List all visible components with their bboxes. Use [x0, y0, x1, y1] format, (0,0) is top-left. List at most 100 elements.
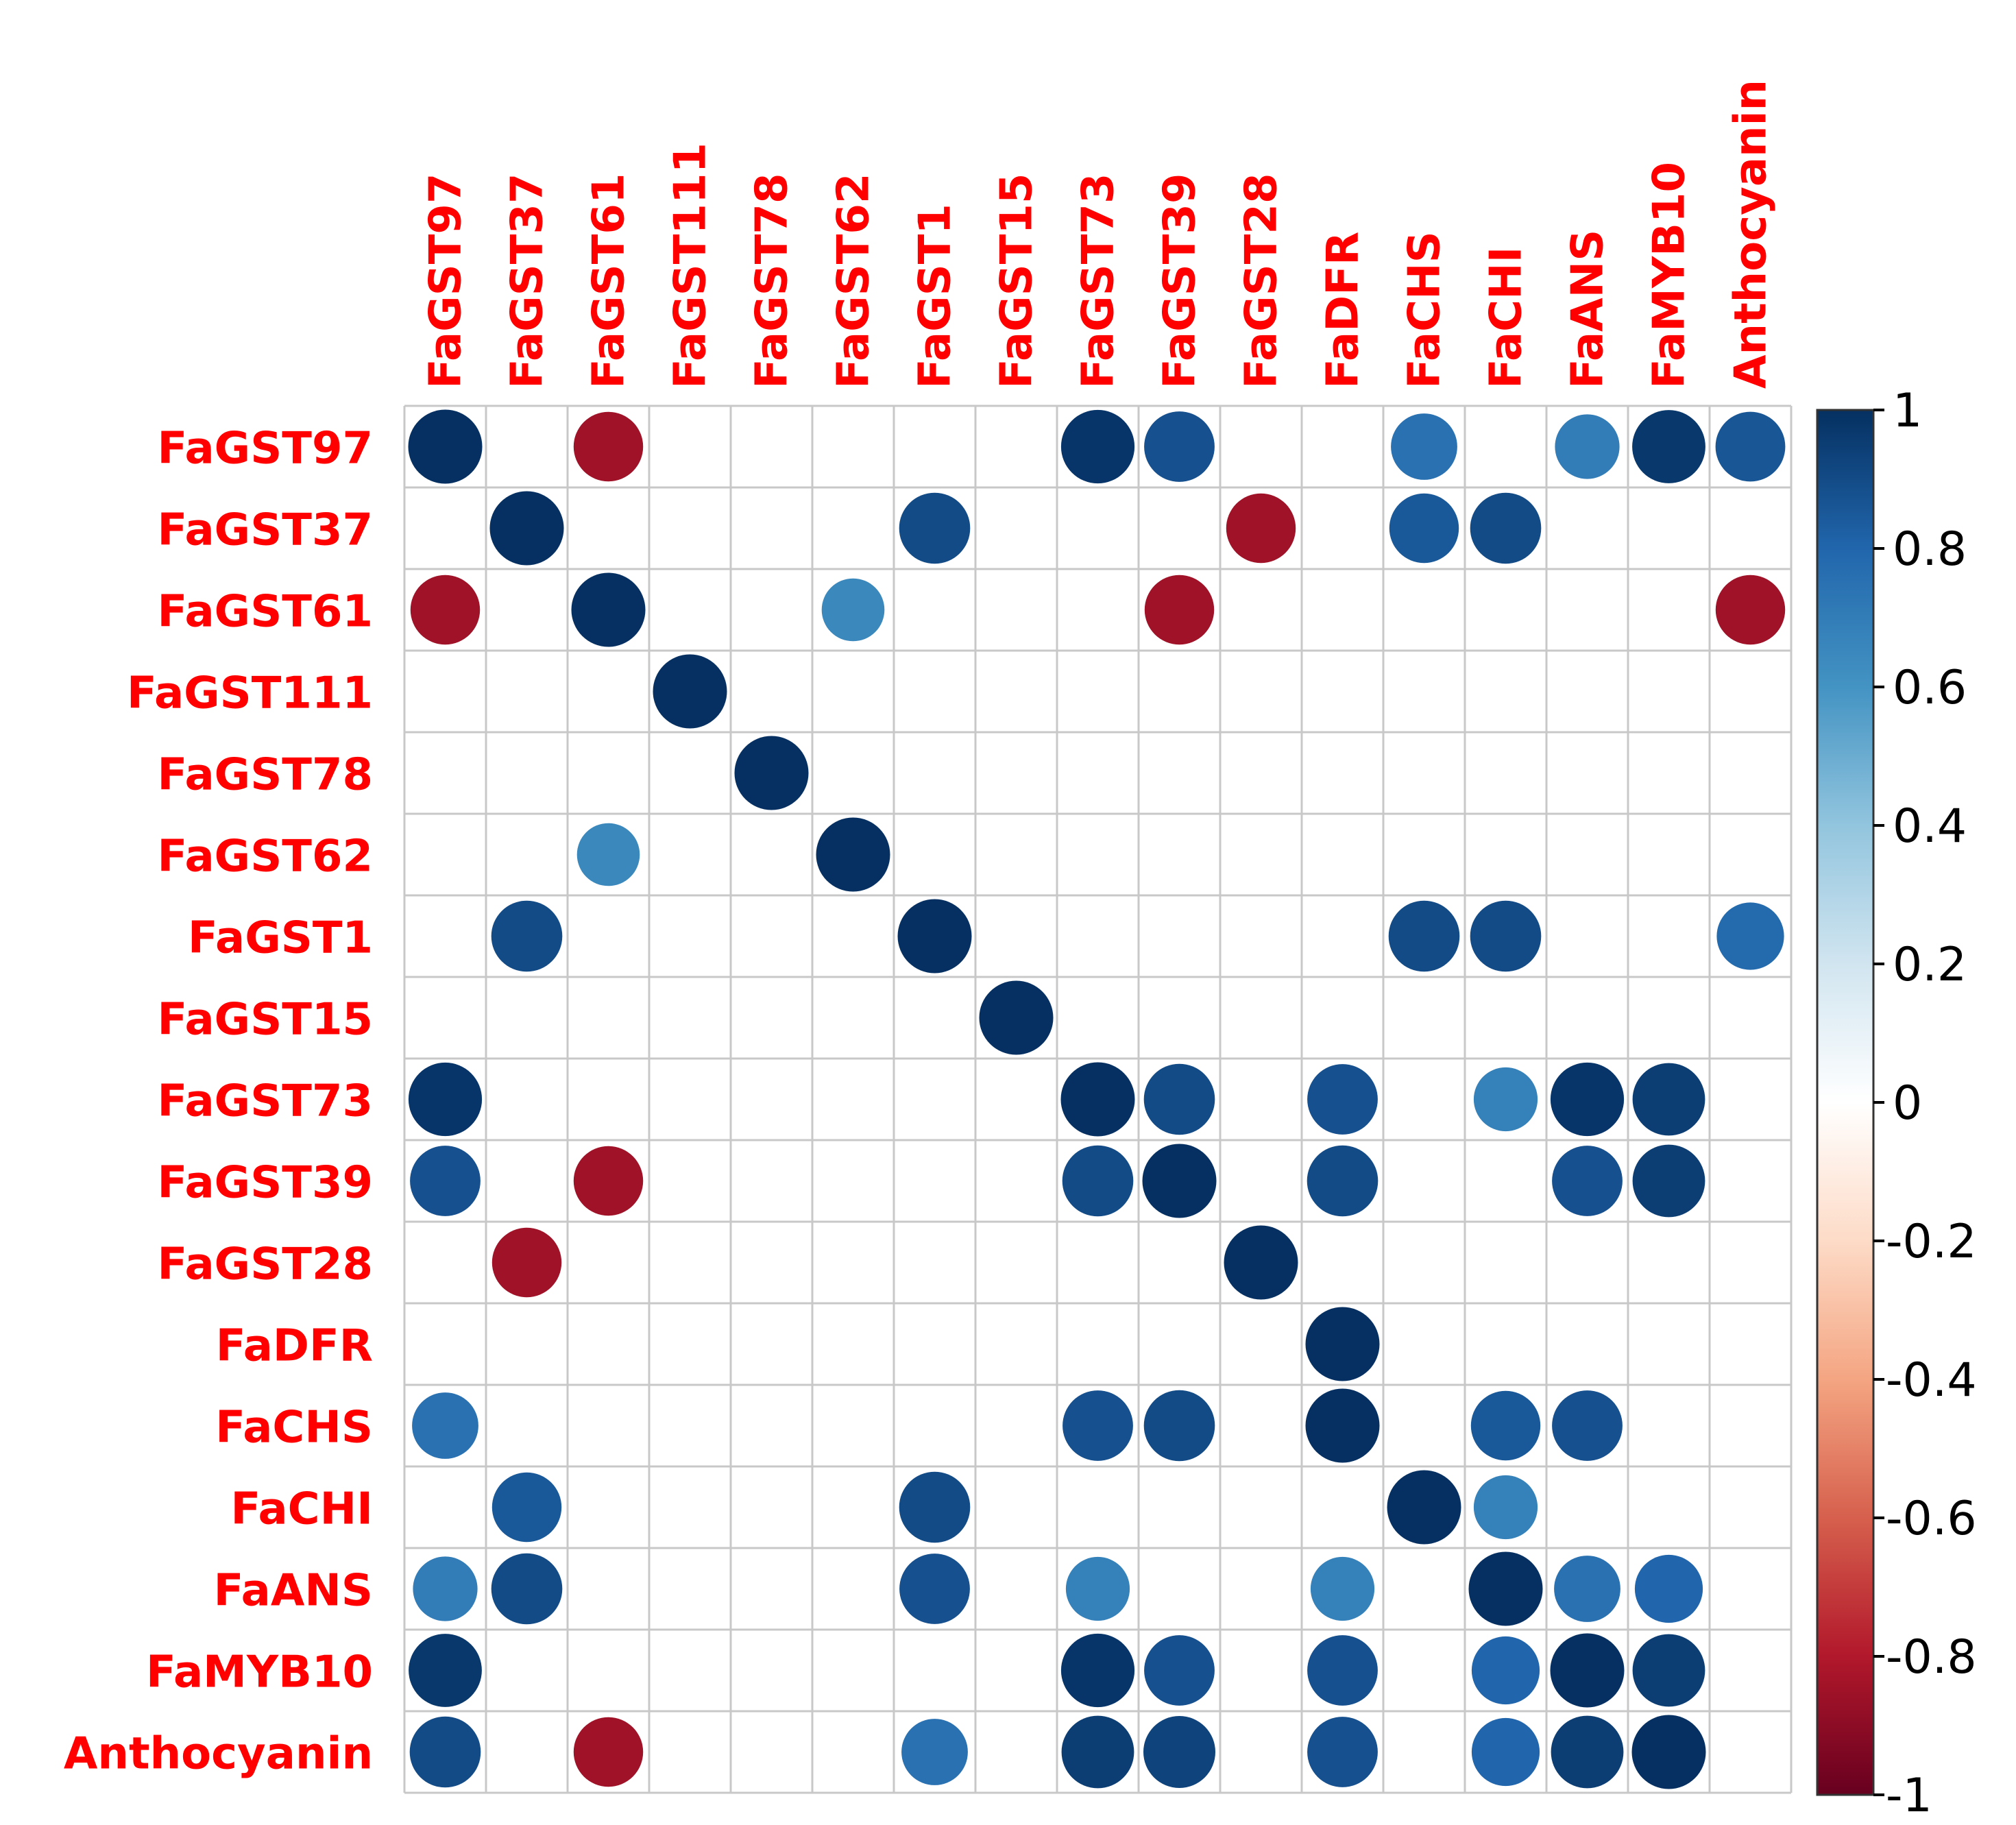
correlation-circle-FaGST28-FaGST37: [491, 1227, 562, 1298]
correlation-circle-FaANS-FaGST97: [413, 1556, 478, 1621]
correlation-circle-FaGST1-FaCHS: [1388, 900, 1460, 972]
column-label: FaGST62: [829, 173, 879, 389]
column-label: FaGST15: [992, 173, 1043, 389]
column-label: FaGST78: [747, 173, 798, 389]
colorbar-tick-label: -0.4: [1886, 1353, 1977, 1407]
correlation-circle-FaANS-FaGST37: [491, 1553, 563, 1625]
colorbar-tick-label: -1: [1886, 1769, 1932, 1823]
correlation-circle-FaGST97-FaGST97: [408, 409, 483, 484]
row-label: FaGST62: [158, 832, 374, 882]
correlation-circle-FaGST61-FaGST97: [410, 575, 481, 645]
row-label: FaGST1: [188, 913, 373, 964]
row-label: FaGST73: [158, 1076, 374, 1127]
correlation-circle-FaCHS-FaGST73: [1062, 1390, 1133, 1461]
correlation-circle-FaGST78-FaGST78: [734, 736, 809, 810]
row-label: FaGST37: [158, 505, 374, 556]
row-label: FaGST78: [158, 750, 374, 801]
correlation-circle-FaGST61-FaGST39: [1144, 575, 1215, 645]
column-label: FaGST97: [421, 173, 472, 389]
colorbar: 1 0.8 0.6 0.4 0.2 0 -0.2 -0.4 -0.6 -0.8 -1: [1816, 384, 1977, 1823]
correlation-circle-Anthocyanin-FaGST61: [573, 1717, 644, 1787]
correlation-circle-FaMYB10-FaCHI: [1471, 1636, 1540, 1705]
row-label: FaGST15: [158, 995, 374, 1046]
correlation-circle-FaGST97-Anthocyanin: [1715, 411, 1786, 482]
column-label: FaGST73: [1073, 173, 1124, 389]
correlation-circle-FaGST97-FaANS: [1555, 414, 1620, 479]
correlation-circle-FaGST97-FaGST39: [1144, 411, 1215, 482]
correlation-circle-FaGST39-FaGST39: [1142, 1144, 1217, 1218]
correlation-circle-FaANS-FaGST1: [899, 1554, 970, 1624]
correlation-circle-Anthocyanin-FaMYB10: [1631, 1715, 1706, 1789]
correlation-circle-FaANS-FaANS: [1554, 1556, 1620, 1622]
correlation-circle-Anthocyanin-FaANS: [1551, 1715, 1624, 1789]
row-label: FaGST28: [158, 1240, 374, 1290]
correlation-circle-FaGST37-FaGST28: [1226, 493, 1296, 564]
correlation-circle-FaGST37-FaCHI: [1470, 492, 1542, 564]
correlation-circle-FaCHS-FaCHI: [1470, 1390, 1541, 1461]
correlation-circle-FaCHS-FaDFR: [1305, 1388, 1380, 1463]
correlation-circle-FaMYB10-FaMYB10: [1632, 1634, 1705, 1707]
correlation-circle-FaANS-FaCHI: [1468, 1551, 1543, 1626]
correlation-circle-FaGST37-FaGST1: [899, 492, 971, 564]
colorbar-tick-label: -0.6: [1886, 1492, 1977, 1546]
column-label: FaGST1: [910, 204, 961, 389]
correlation-circle-FaGST62-FaGST62: [816, 817, 890, 892]
grid: [403, 404, 1793, 1794]
correlation-circle-FaGST61-FaGST62: [821, 578, 885, 642]
correlation-circle-FaMYB10-FaGST39: [1144, 1635, 1215, 1706]
correlation-circle-FaGST73-FaGST73: [1060, 1062, 1135, 1137]
column-label: FaANS: [1563, 230, 1614, 389]
column-label: FaMYB10: [1644, 162, 1695, 389]
row-label: Anthocyanin: [64, 1729, 373, 1780]
correlation-circle-FaGST28-FaGST28: [1224, 1225, 1298, 1300]
correlation-circle-FaCHI-FaCHS: [1387, 1470, 1461, 1545]
correlation-circle-FaDFR-FaDFR: [1305, 1307, 1380, 1381]
correlation-circle-Anthocyanin-FaGST39: [1143, 1716, 1215, 1788]
colorbar-tick-label: 0.8: [1893, 522, 1967, 577]
correlation-circle-FaMYB10-FaDFR: [1307, 1635, 1378, 1706]
column-label: FaGST61: [584, 173, 635, 389]
correlation-circles: [408, 409, 1786, 1789]
correlation-circle-FaGST15-FaGST15: [979, 980, 1054, 1055]
colorbar-tick-label: 0.4: [1893, 799, 1967, 854]
correlation-circle-Anthocyanin-FaGST1: [901, 1719, 968, 1785]
colorbar-tick-label: 0.6: [1893, 661, 1967, 715]
correlation-circle-FaCHS-FaGST97: [412, 1392, 478, 1459]
row-label: FaMYB10: [146, 1647, 373, 1698]
column-labels: FaGST97 FaGST37 FaGST61 FaGST111 FaGST78 FaGS…: [421, 80, 1777, 389]
correlation-circle-FaCHI-FaCHI: [1473, 1475, 1538, 1540]
column-label: FaGST28: [1237, 173, 1287, 389]
correlation-circle-FaGST97-FaCHS: [1391, 413, 1457, 480]
column-label: FaCHI: [1481, 247, 1532, 389]
correlation-circle-FaGST39-FaANS: [1552, 1146, 1623, 1216]
correlation-circle-FaGST97-FaGST73: [1060, 409, 1135, 484]
correlation-circle-Anthocyanin-FaDFR: [1307, 1717, 1378, 1787]
correlation-circle-Anthocyanin-FaCHI: [1471, 1717, 1540, 1787]
correlation-circle-FaMYB10-FaGST73: [1060, 1633, 1135, 1708]
correlation-circle-FaGST1-FaGST1: [897, 899, 972, 974]
colorbar-tick-label: 0.2: [1893, 938, 1967, 992]
correlation-circle-FaANS-FaMYB10: [1634, 1554, 1703, 1623]
correlation-circle-FaGST39-FaGST97: [410, 1146, 481, 1216]
correlation-circle-Anthocyanin-FaGST73: [1061, 1715, 1134, 1789]
row-label: FaCHS: [215, 1403, 373, 1453]
column-label: FaDFR: [1318, 232, 1369, 389]
row-label: FaGST61: [158, 587, 374, 638]
correlation-circle-Anthocyanin-FaGST97: [409, 1716, 481, 1788]
correlation-circle-FaGST39-FaGST61: [573, 1146, 644, 1216]
correlation-circle-FaANS-FaGST73: [1065, 1556, 1130, 1621]
colorbar-tick-label: -0.8: [1886, 1630, 1977, 1684]
correlation-circle-FaGST37-FaCHS: [1389, 493, 1459, 564]
correlation-circle-FaGST73-FaGST39: [1143, 1063, 1215, 1135]
correlation-circle-FaGST73-FaDFR: [1307, 1064, 1378, 1135]
correlation-circle-FaGST62-FaGST61: [576, 823, 640, 886]
correlation-circle-FaGST61-Anthocyanin: [1715, 575, 1786, 645]
correlation-circle-FaGST1-FaGST37: [491, 900, 563, 972]
column-label: FaCHS: [1400, 231, 1450, 389]
column-label: Anthocyanin: [1726, 80, 1777, 389]
correlation-circle-FaGST97-FaMYB10: [1632, 410, 1705, 483]
correlation-circle-FaGST37-FaGST37: [489, 491, 564, 566]
column-label: FaGST37: [502, 173, 553, 389]
correlation-circle-FaCHS-FaANS: [1552, 1390, 1623, 1461]
